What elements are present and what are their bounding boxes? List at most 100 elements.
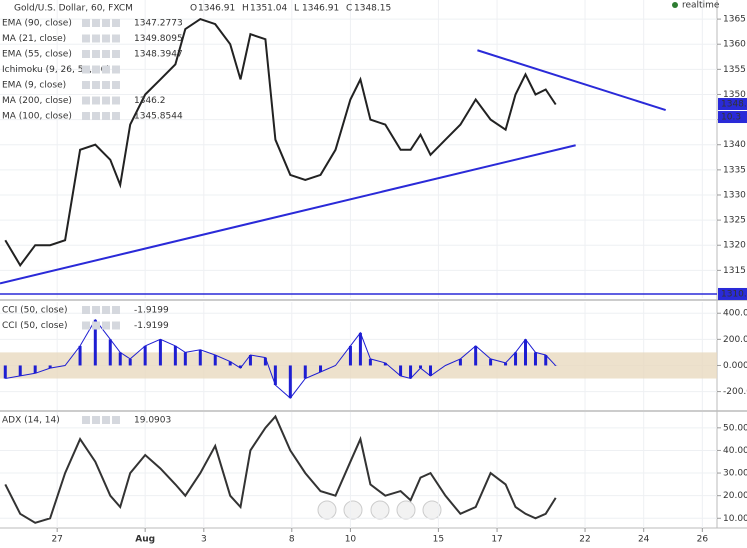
ohlc-value: 1351.04 — [250, 4, 287, 14]
zoom-button[interactable] — [396, 500, 416, 520]
x-tick-label: Aug — [135, 535, 155, 545]
legend-icon — [92, 96, 100, 105]
zoom-button[interactable] — [422, 500, 442, 520]
legend-label: CCI (50, close) — [2, 321, 67, 331]
legend-label: MA (21, close) — [2, 34, 66, 44]
legend-icon — [82, 34, 90, 43]
x-tick-label: 8 — [289, 535, 295, 545]
legend-icon — [112, 321, 120, 330]
legend-icon — [112, 96, 120, 105]
price-box — [718, 98, 747, 111]
price-box — [718, 287, 747, 300]
legend-value: 1349.8095 — [134, 34, 183, 44]
x-tick-label: 15 — [433, 535, 444, 545]
trendline — [0, 144, 576, 285]
x-tick-label: 26 — [697, 535, 709, 545]
zoom-controls — [317, 500, 442, 520]
zoom-button[interactable] — [343, 500, 363, 520]
legend-value: -1.9199 — [134, 321, 169, 331]
legend-label: CCI (50, close) — [2, 306, 67, 316]
x-tick-label: 27 — [51, 535, 62, 545]
legend-icon — [112, 65, 120, 74]
y-tick-label: 1360 — [723, 40, 746, 50]
ohlc-key: L — [294, 4, 299, 14]
y-tick-label: 20.00 — [723, 491, 747, 501]
legend-icon — [102, 96, 110, 105]
legend-icon — [82, 19, 90, 27]
y-tick-label: 40.00 — [723, 446, 747, 456]
legend-icon — [102, 321, 110, 330]
legend-icon — [82, 81, 90, 89]
legend-icon — [102, 19, 110, 27]
y-tick-label: 10.00 — [723, 514, 747, 524]
legend-icon — [102, 306, 110, 314]
ohlc-key: H — [242, 4, 249, 14]
legend-label: ADX (14, 14) — [2, 416, 60, 426]
ohlc-value: 1348.15 — [354, 4, 391, 14]
y-tick-label: 50.00 — [723, 423, 747, 433]
legend-icon — [92, 19, 100, 27]
legend-icon — [82, 306, 90, 314]
ohlc-key: O — [190, 4, 197, 14]
legend-icon — [112, 19, 120, 27]
y-tick-label: 1350 — [723, 90, 746, 100]
y-tick-label: 1325 — [723, 216, 746, 226]
series-line — [4, 17, 557, 268]
legend-icon — [102, 81, 110, 89]
legend-icon — [112, 81, 120, 89]
trendline — [477, 49, 666, 112]
y-tick-label: 200.00 — [723, 335, 747, 345]
legend-label: MA (200, close) — [2, 96, 72, 106]
legend-icon — [112, 416, 120, 424]
timer-label: 10.3 — [721, 113, 741, 123]
legend-icon — [82, 416, 90, 424]
legend-icon — [92, 34, 100, 43]
legend-icon — [112, 50, 120, 58]
price-label: 1348.1 — [721, 100, 747, 110]
y-tick-label: 1355 — [723, 65, 746, 75]
series-line — [5, 318, 557, 399]
y-tick-label: 1320 — [723, 241, 746, 251]
legend-icon — [82, 321, 90, 330]
ohlc-value: 1346.91 — [198, 4, 235, 14]
y-tick-label: 1340 — [723, 140, 746, 150]
series-line — [4, 414, 557, 524]
x-tick-label: 10 — [345, 535, 357, 545]
legend-icon — [102, 65, 110, 74]
legend-label: EMA (55, close) — [2, 50, 72, 60]
y-tick-label: 1315 — [723, 266, 746, 276]
legend-icon — [92, 81, 100, 89]
price-label: 1310.3 — [721, 289, 747, 299]
realtime-dot — [672, 2, 678, 8]
legend-value: 1346.2 — [134, 96, 166, 106]
plot-layer — [0, 0, 717, 528]
y-tick-label: 1335 — [723, 165, 746, 175]
x-tick-label: 3 — [201, 535, 207, 545]
legend-icon — [92, 112, 100, 120]
legend-value: 1345.8544 — [134, 112, 183, 122]
legend-icon — [92, 416, 100, 424]
zoom-button[interactable] — [370, 500, 390, 520]
y-tick-label: 400.00 — [723, 309, 747, 319]
y-tick-label: 30.00 — [723, 469, 747, 479]
legend-label: Ichimoku (9, 26, 52, 26) — [2, 65, 110, 75]
legend-icon — [82, 65, 90, 74]
y-tick-label: 0.0000 — [723, 361, 747, 371]
chart-title: Gold/U.S. Dollar, 60, FXCM — [14, 4, 133, 14]
zoom-button[interactable] — [317, 500, 337, 520]
legend-icon — [112, 112, 120, 120]
timer-box — [718, 111, 747, 124]
ohlc-key: C — [346, 4, 352, 14]
y-tick-label: 1330 — [723, 190, 746, 200]
legend-icon — [102, 112, 110, 120]
legend-value: -1.9199 — [134, 306, 169, 316]
legend-value: 1347.2773 — [134, 19, 183, 29]
legend-icon — [102, 34, 110, 43]
legend-value: 19.0903 — [134, 416, 171, 426]
legend-label: EMA (9, close) — [2, 81, 66, 91]
legend-value: 1348.3947 — [134, 50, 183, 60]
ohlc-value: 1346.91 — [302, 4, 339, 14]
legend-icon — [112, 306, 120, 314]
